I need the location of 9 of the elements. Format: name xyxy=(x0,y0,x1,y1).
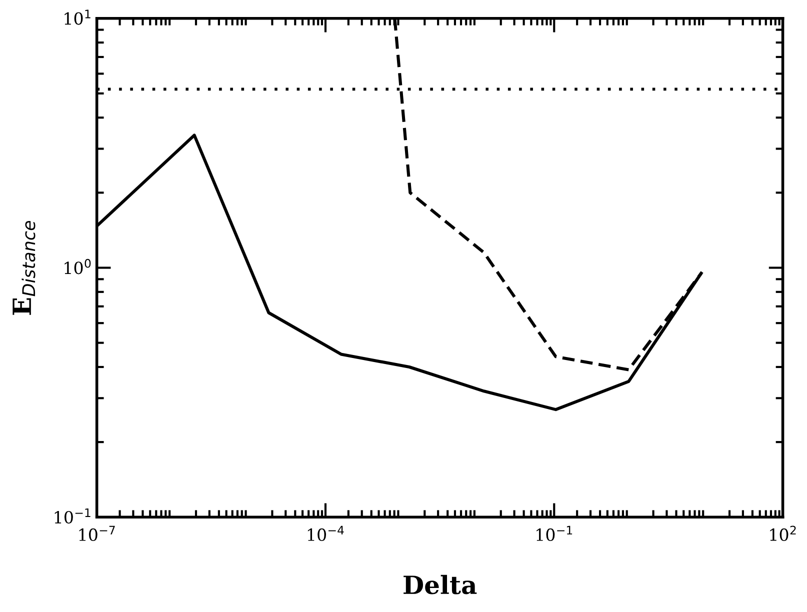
x-tick-label: 10$^{−7}$ xyxy=(79,526,115,542)
y-tick-label: 10$^{1}$ xyxy=(64,10,90,25)
y-axis-title: E$_{Distance}$ xyxy=(12,220,36,315)
y-tick-label: 10$^{0}$ xyxy=(64,258,91,274)
x-tick-label: 10$^{−1}$ xyxy=(536,526,572,542)
y-tick-label: 10$^{−1}$ xyxy=(54,508,90,524)
x-axis-title: Delta xyxy=(404,574,477,594)
x-tick-label: 10$^{2}$ xyxy=(770,526,796,542)
x-tick-label: 10$^{−4}$ xyxy=(308,526,344,542)
